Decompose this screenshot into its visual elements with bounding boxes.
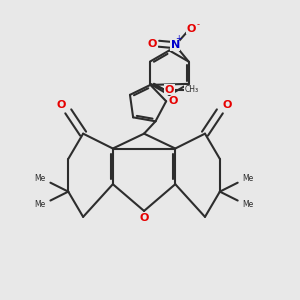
Text: -: - [197, 20, 200, 29]
Text: CH₃: CH₃ [184, 85, 199, 94]
Text: O: O [169, 96, 178, 106]
Text: Me: Me [242, 200, 254, 209]
Text: Me: Me [242, 174, 254, 183]
Text: O: O [148, 39, 157, 49]
Text: O: O [187, 24, 196, 34]
Text: O: O [140, 213, 149, 224]
Text: O: O [165, 85, 174, 95]
Text: +: + [175, 34, 181, 43]
Text: Me: Me [34, 200, 46, 209]
Text: O: O [56, 100, 65, 110]
Text: Me: Me [34, 174, 46, 183]
Text: N: N [171, 40, 180, 50]
Text: O: O [223, 100, 232, 110]
